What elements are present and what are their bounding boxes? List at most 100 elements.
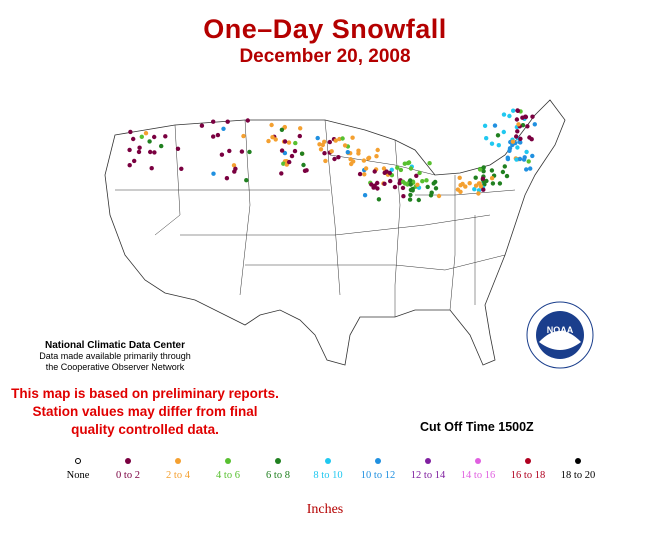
station-marker bbox=[179, 166, 184, 171]
cutoff-time: Cut Off Time 1500Z bbox=[420, 420, 534, 434]
station-marker bbox=[489, 141, 495, 146]
station-marker bbox=[322, 151, 327, 156]
station-marker bbox=[139, 134, 144, 139]
station-marker bbox=[239, 149, 245, 154]
legend-label: 12 to 14 bbox=[410, 470, 446, 481]
station-marker bbox=[436, 193, 442, 199]
station-marker bbox=[524, 149, 529, 155]
station-marker bbox=[298, 126, 303, 131]
legend-item: 6 to 8 bbox=[250, 458, 306, 481]
station-marker bbox=[514, 157, 519, 162]
legend-item: 14 to 16 bbox=[450, 458, 506, 481]
station-marker bbox=[496, 143, 501, 148]
station-marker bbox=[392, 184, 398, 190]
station-marker bbox=[477, 181, 482, 186]
station-marker bbox=[381, 166, 387, 171]
station-marker bbox=[372, 169, 377, 174]
station-marker bbox=[279, 148, 285, 153]
station-marker bbox=[514, 117, 520, 122]
station-marker bbox=[515, 108, 521, 113]
station-marker bbox=[528, 166, 533, 171]
station-marker bbox=[224, 176, 230, 181]
station-marker bbox=[408, 166, 414, 171]
station-marker bbox=[525, 124, 530, 129]
station-marker bbox=[501, 112, 507, 117]
station-marker bbox=[211, 134, 216, 139]
station-marker bbox=[523, 114, 528, 119]
station-marker bbox=[332, 156, 337, 162]
legend-item: 2 to 4 bbox=[150, 458, 206, 481]
station-markers bbox=[127, 108, 537, 203]
station-marker bbox=[227, 148, 232, 154]
station-marker bbox=[266, 138, 271, 144]
station-marker bbox=[395, 165, 400, 170]
station-marker bbox=[244, 178, 249, 183]
station-marker bbox=[147, 139, 152, 144]
station-marker bbox=[149, 166, 154, 171]
station-marker bbox=[515, 145, 520, 150]
station-marker bbox=[389, 167, 394, 172]
snowfall-legend: None 0 to 2 2 to 4 4 to 6 6 to 8 8 to 10 10 to… bbox=[50, 458, 610, 488]
station-marker bbox=[375, 186, 380, 191]
station-marker bbox=[279, 171, 284, 176]
station-marker bbox=[342, 143, 348, 148]
station-marker bbox=[527, 135, 532, 140]
station-marker bbox=[489, 168, 495, 173]
legend-swatch bbox=[575, 458, 581, 464]
station-marker bbox=[323, 158, 328, 164]
station-marker bbox=[505, 156, 511, 162]
station-marker bbox=[273, 137, 278, 142]
legend-item: 16 to 18 bbox=[500, 458, 556, 481]
station-marker bbox=[148, 149, 153, 155]
station-marker bbox=[327, 139, 332, 145]
station-marker bbox=[241, 133, 246, 139]
station-marker bbox=[481, 169, 486, 174]
station-marker bbox=[199, 123, 205, 128]
station-marker bbox=[247, 149, 252, 155]
station-marker bbox=[211, 119, 216, 124]
legend-label: 4 to 6 bbox=[216, 470, 240, 481]
station-marker bbox=[137, 145, 142, 150]
station-marker bbox=[473, 183, 479, 188]
station-marker bbox=[245, 118, 250, 123]
station-marker bbox=[514, 134, 519, 139]
station-marker bbox=[127, 147, 132, 153]
station-marker bbox=[215, 132, 221, 138]
legend-label: None bbox=[66, 470, 90, 481]
station-marker bbox=[315, 135, 320, 141]
station-marker bbox=[282, 139, 288, 144]
station-marker bbox=[408, 192, 413, 198]
legend-swatch bbox=[175, 458, 181, 464]
legend-item: 8 to 10 bbox=[300, 458, 356, 481]
legend-swatch bbox=[75, 458, 81, 464]
station-marker bbox=[282, 150, 288, 156]
station-marker bbox=[526, 159, 531, 164]
station-marker bbox=[225, 119, 230, 124]
warning-line-2: Station values may differ from final bbox=[32, 404, 258, 419]
station-marker bbox=[495, 133, 501, 138]
station-marker bbox=[427, 161, 432, 166]
station-marker bbox=[163, 134, 168, 139]
station-marker bbox=[317, 142, 322, 147]
station-marker bbox=[460, 181, 465, 187]
station-marker bbox=[329, 149, 334, 154]
data-credit: National Climatic Data Center Data made … bbox=[20, 340, 210, 373]
station-marker bbox=[467, 181, 472, 186]
station-marker bbox=[293, 140, 298, 146]
legend-label: 0 to 2 bbox=[116, 470, 140, 481]
noaa-logo: NOAA bbox=[526, 301, 594, 369]
station-marker bbox=[511, 108, 516, 113]
station-marker bbox=[302, 168, 308, 173]
station-marker bbox=[318, 147, 324, 152]
station-marker bbox=[219, 152, 225, 157]
station-marker bbox=[507, 113, 512, 119]
us-snowfall-map bbox=[104, 99, 566, 366]
legend-item: 12 to 14 bbox=[400, 458, 456, 481]
station-marker bbox=[128, 129, 133, 135]
station-marker bbox=[336, 155, 341, 160]
station-marker bbox=[301, 162, 306, 168]
station-marker bbox=[484, 136, 489, 141]
station-marker bbox=[382, 181, 387, 186]
legend-swatch bbox=[125, 458, 131, 464]
station-marker bbox=[357, 171, 363, 177]
